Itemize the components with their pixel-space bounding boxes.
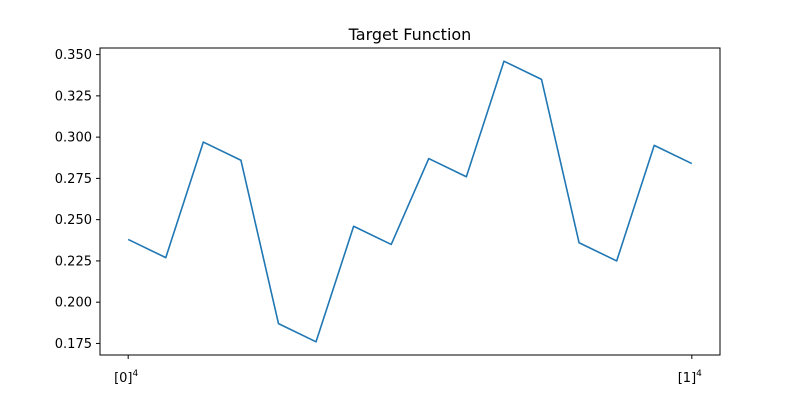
y-tick-label: 0.275 xyxy=(55,172,92,187)
y-tick-label: 0.300 xyxy=(55,131,92,146)
y-tick-label: 0.200 xyxy=(55,296,92,311)
y-tick-label: 0.175 xyxy=(55,337,92,352)
chart-title: Target Function xyxy=(348,25,472,44)
axes-frame xyxy=(99,47,721,356)
x-tick-label: [0]4 xyxy=(114,369,138,386)
x-tick-label-exponent: 4 xyxy=(696,369,702,379)
x-tick-label: [1]4 xyxy=(678,369,702,386)
y-tick-label: 0.250 xyxy=(55,213,92,228)
y-tick-label: 0.350 xyxy=(55,48,92,63)
x-tick-label-exponent: 4 xyxy=(133,369,139,379)
y-tick-label: 0.325 xyxy=(55,89,92,104)
series-line xyxy=(127,60,693,343)
x-tick-label-base: [0] xyxy=(114,371,132,386)
y-tick-label: 0.225 xyxy=(55,254,92,269)
plot-area: 0.175 0.200 0.225 0.250 0.275 0.300 0.325 0.350… xyxy=(55,47,721,386)
x-tick-label-base: [1] xyxy=(678,371,696,386)
